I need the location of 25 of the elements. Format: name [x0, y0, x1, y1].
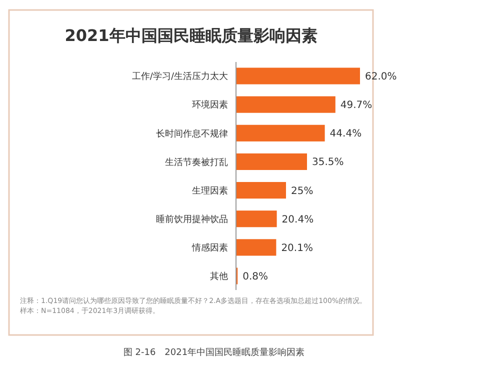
data-label: 49.7% [340, 100, 372, 112]
y-tick-label: 工作/学习/生活压力太大 [132, 71, 228, 82]
chart-title: 2021年中国国民睡眠质量影响因素 [64, 26, 318, 45]
y-tick-label: 长时间作息不规律 [156, 128, 228, 140]
data-label: 25% [291, 186, 314, 197]
data-label: 44.4% [330, 128, 362, 140]
bar [236, 96, 336, 113]
bar [236, 153, 307, 170]
y-tick-label: 其他 [210, 271, 228, 282]
y-tick-label: 情感因素 [191, 242, 228, 254]
data-label: 62.0% [365, 72, 397, 82]
bar [236, 210, 277, 228]
caption: 图 2-16 2021年中国国民睡眠质量影响因素 [123, 347, 305, 358]
bar [236, 68, 360, 84]
y-tick-label: 生理因素 [192, 185, 228, 196]
bar [236, 124, 325, 142]
bar [236, 239, 276, 256]
y-tick-label: 睡前饮用提神饮品 [156, 214, 228, 226]
y-tick-label: 环境因素 [192, 100, 228, 111]
data-label: 0.8% [242, 272, 268, 282]
y-tick-label: 生活节奏被打乱 [165, 156, 228, 168]
data-label: 20.4% [282, 214, 314, 226]
data-label: 20.1% [281, 242, 313, 254]
data-label: 35.5% [312, 157, 344, 168]
bar [236, 182, 286, 199]
